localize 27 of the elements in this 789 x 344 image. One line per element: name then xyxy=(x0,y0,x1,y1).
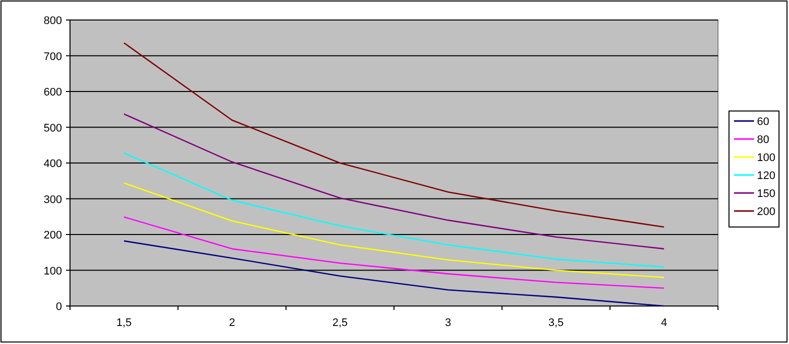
line-series xyxy=(123,152,665,268)
legend-label: 150 xyxy=(757,188,776,200)
legend-label: 200 xyxy=(757,206,776,218)
x-tick-label: 1,5 xyxy=(116,317,132,329)
y-tick-label: 700 xyxy=(44,50,62,63)
y-tick-label: 800 xyxy=(44,15,62,27)
line-series xyxy=(123,216,665,289)
y-tick-label: 300 xyxy=(44,194,62,206)
line-series xyxy=(123,182,665,278)
x-tick-label: 2,5 xyxy=(332,317,348,329)
line-series xyxy=(123,42,665,228)
y-tick-label: 0 xyxy=(56,301,62,313)
line-series xyxy=(123,113,665,250)
y-tick-label: 600 xyxy=(44,86,62,98)
legend-label: 120 xyxy=(757,170,776,182)
y-tick-label: 400 xyxy=(44,158,62,170)
legend-label: 80 xyxy=(757,134,770,146)
x-tick-label: 4 xyxy=(660,317,668,329)
y-tick-label: 200 xyxy=(44,230,62,242)
x-tick-label: 3,5 xyxy=(548,317,564,329)
x-tick-label: 3 xyxy=(444,317,452,329)
y-tick-label: 500 xyxy=(44,122,62,134)
legend-label: 100 xyxy=(757,152,776,164)
x-tick-label: 2 xyxy=(228,317,236,329)
line-series xyxy=(123,240,665,307)
legend-label: 60 xyxy=(757,116,770,128)
y-tick-label: 100 xyxy=(44,265,62,278)
